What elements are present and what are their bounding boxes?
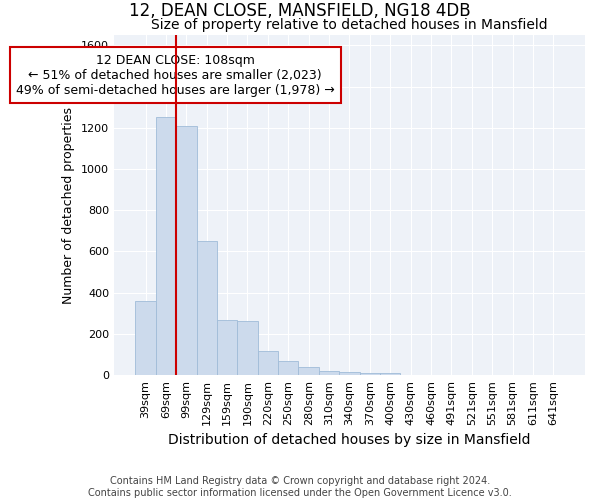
Bar	[197, 241, 217, 375]
Bar	[136, 301, 156, 375]
Bar	[319, 371, 339, 375]
Text: 12 DEAN CLOSE: 108sqm
← 51% of detached houses are smaller (2,023)
49% of semi-d: 12 DEAN CLOSE: 108sqm ← 51% of detached …	[16, 54, 335, 96]
Bar	[238, 322, 257, 375]
Bar	[176, 126, 197, 375]
Bar	[217, 320, 238, 375]
Bar	[257, 350, 278, 375]
Bar	[156, 118, 176, 375]
Title: Size of property relative to detached houses in Mansfield: Size of property relative to detached ho…	[151, 18, 548, 32]
Text: 12, DEAN CLOSE, MANSFIELD, NG18 4DB: 12, DEAN CLOSE, MANSFIELD, NG18 4DB	[129, 2, 471, 21]
Bar	[359, 372, 380, 375]
Bar	[380, 374, 400, 375]
Y-axis label: Number of detached properties: Number of detached properties	[62, 106, 76, 304]
Bar	[339, 372, 359, 375]
X-axis label: Distribution of detached houses by size in Mansfield: Distribution of detached houses by size …	[168, 433, 531, 447]
Bar	[278, 360, 298, 375]
Text: Contains HM Land Registry data © Crown copyright and database right 2024.
Contai: Contains HM Land Registry data © Crown c…	[88, 476, 512, 498]
Bar	[298, 367, 319, 375]
